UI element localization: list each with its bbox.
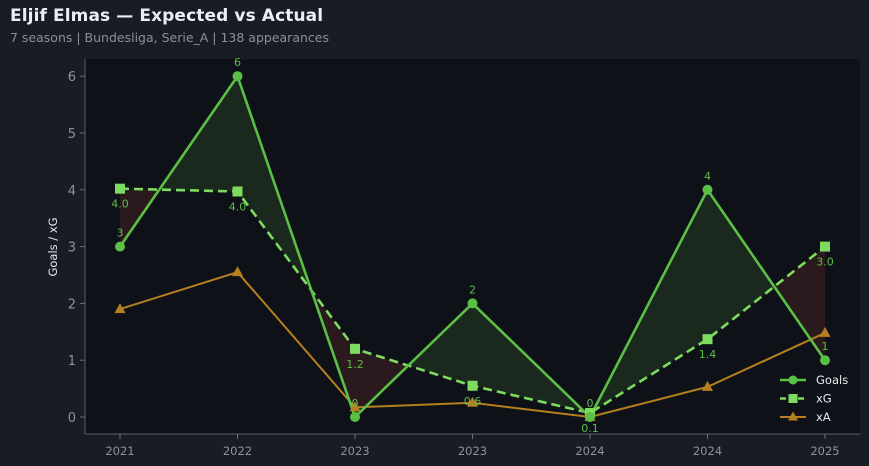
svg-text:4: 4 <box>704 170 711 183</box>
svg-text:4.0: 4.0 <box>111 198 129 211</box>
x-tick-label: 2024 <box>575 444 604 458</box>
legend-label: xA <box>816 410 831 424</box>
y-tick-label: 1 <box>68 354 76 369</box>
x-tick-label: 2025 <box>810 444 839 458</box>
x-tick-label: 2023 <box>340 444 369 458</box>
svg-text:6: 6 <box>234 56 241 69</box>
y-tick-label: 4 <box>68 184 76 199</box>
legend: Goals xG xA <box>780 373 848 424</box>
svg-text:0.1: 0.1 <box>581 422 599 435</box>
y-tick-label: 3 <box>68 241 76 256</box>
legend-label: xG <box>816 392 832 406</box>
series-lines <box>114 71 831 422</box>
svg-text:0: 0 <box>352 397 359 410</box>
svg-text:1.2: 1.2 <box>346 358 364 371</box>
svg-text:2: 2 <box>469 283 476 296</box>
svg-text:0.6: 0.6 <box>464 395 482 408</box>
y-axis-label: Goals / xG <box>46 217 60 276</box>
y-tick-label: 2 <box>68 297 76 312</box>
axes: 0 1 2 3 4 5 6 2021 2022 2023 2023 2024 2024 2025 <box>68 59 860 458</box>
y-tick-label: 0 <box>68 411 76 426</box>
svg-text:4.0: 4.0 <box>229 201 247 214</box>
svg-text:0: 0 <box>587 397 594 410</box>
y-tick-label: 5 <box>68 127 76 142</box>
svg-text:3: 3 <box>117 227 124 240</box>
svg-text:1: 1 <box>822 340 829 353</box>
chart-title: Eljif Elmas — Expected vs Actual <box>10 6 324 26</box>
x-tick-label: 2023 <box>458 444 487 458</box>
chart-subtitle: 7 seasons | Bundesliga, Serie_A | 138 ap… <box>10 30 329 45</box>
legend-label: Goals <box>816 373 848 387</box>
y-tick-label: 6 <box>68 70 76 85</box>
x-tick-label: 2024 <box>693 444 722 458</box>
x-tick-label: 2021 <box>105 444 134 458</box>
data-labels: 3 6 0 2 0 4 1 4.0 4.0 1.2 0.6 0.1 1.4 3.0 <box>111 56 834 435</box>
svg-text:3.0: 3.0 <box>816 256 834 269</box>
x-tick-label: 2022 <box>223 444 252 458</box>
svg-text:1.4: 1.4 <box>699 348 717 361</box>
